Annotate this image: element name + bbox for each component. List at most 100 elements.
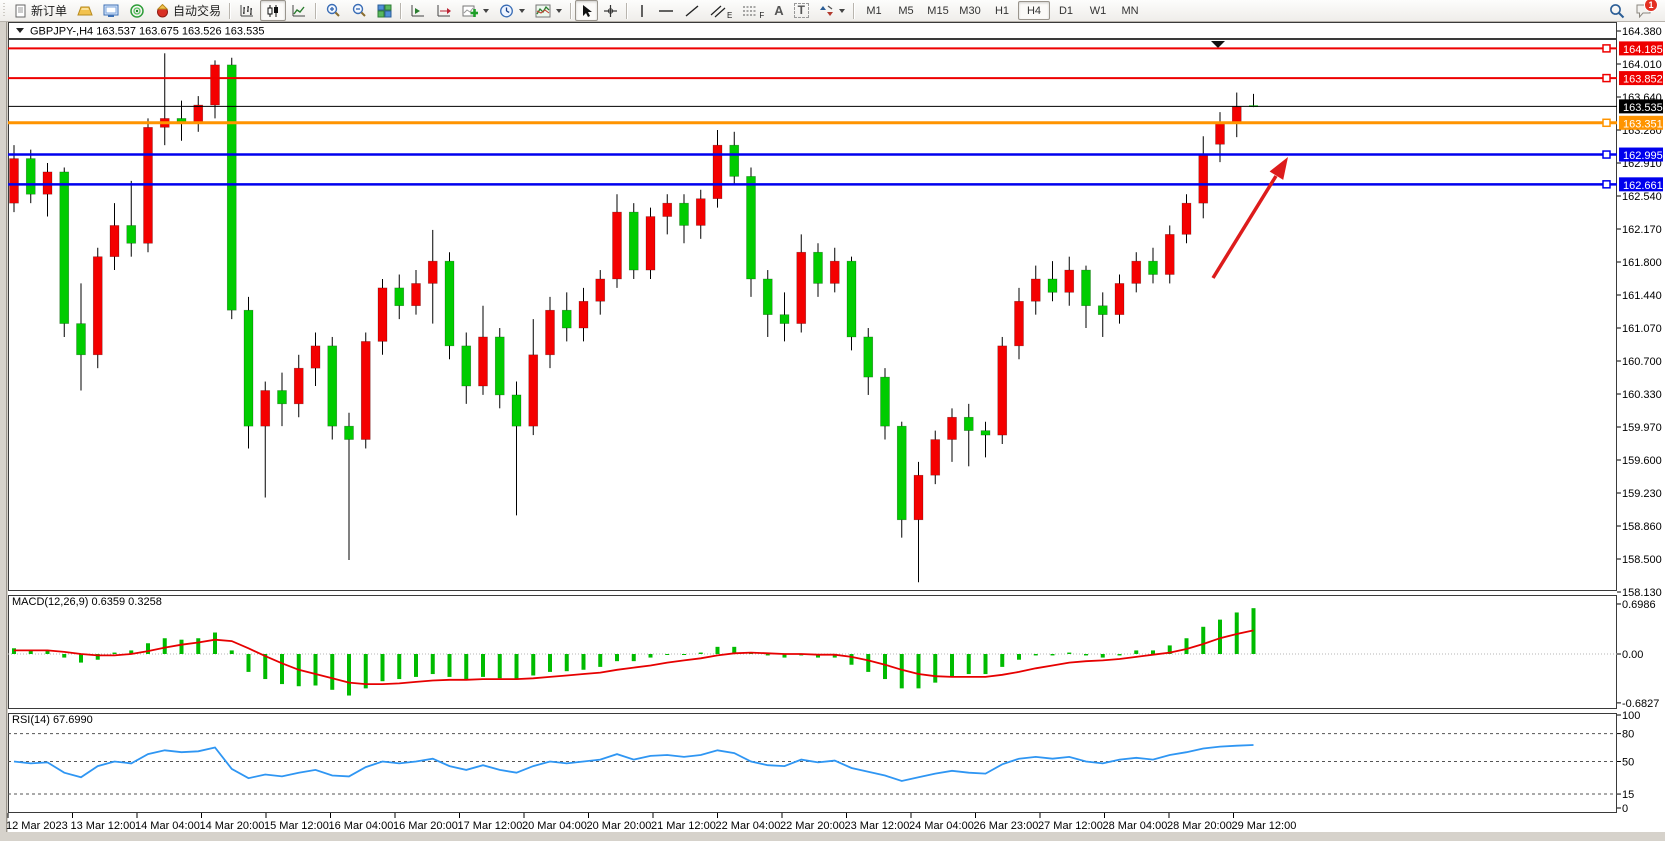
horizontal-line-icon (659, 9, 674, 12)
x-axis-date-label: 22 Mar 20:00 (780, 820, 845, 832)
x-axis-date-label: 14 Mar 04:00 (135, 820, 200, 832)
timeframe-m15-button[interactable]: M15 (922, 1, 954, 20)
equidistant-channel-tool-button[interactable]: E (705, 0, 737, 21)
fibonacci-tool-button[interactable]: F (737, 0, 769, 21)
vertical-line-tool-button[interactable] (631, 0, 653, 21)
rsi-scale-label: 0 (1622, 803, 1628, 815)
arrows-tool-button[interactable] (814, 0, 850, 21)
tile-windows-button[interactable] (372, 0, 397, 21)
signals-button[interactable] (124, 0, 150, 21)
y-axis-tick-label: 164.380 (1622, 26, 1662, 38)
timeframe-d1-button[interactable]: D1 (1050, 1, 1082, 20)
gold-button[interactable] (72, 0, 98, 21)
main-toolbar: 新订单 (0, 0, 1665, 22)
channel-icon (710, 5, 726, 17)
timeframe-m1-button[interactable]: M1 (858, 1, 890, 20)
zoom-in-button[interactable] (320, 0, 346, 21)
indicators-button[interactable] (457, 0, 494, 21)
toolbar-separator (400, 2, 403, 19)
x-axis-date-label: 12 Mar 2023 (6, 820, 68, 832)
trendline-tool-button[interactable] (679, 0, 705, 21)
timeframe-mn-button[interactable]: MN (1114, 1, 1146, 20)
price-line-badge (1619, 99, 1663, 114)
line-chart-icon (292, 4, 306, 16)
x-axis-date-label: 23 Mar 12:00 (845, 820, 910, 832)
templates-button[interactable] (530, 0, 567, 21)
notification-badge: 1 (1644, 0, 1658, 12)
timeframe-m5-button[interactable]: M5 (890, 1, 922, 20)
line-chart-mode-button[interactable] (286, 0, 312, 21)
indicators-icon (462, 5, 479, 17)
price-line-handle[interactable] (1602, 73, 1611, 83)
y-axis-tick-label: 158.130 (1622, 587, 1662, 599)
timeframe-label: M15 (927, 4, 949, 17)
toolbar-separator (315, 2, 318, 19)
trend-arrow-annotation[interactable] (1211, 157, 1288, 279)
periods-button[interactable] (494, 0, 530, 21)
zoom-out-button[interactable] (346, 0, 372, 21)
y-axis-tick-label: 164.010 (1622, 59, 1662, 71)
text-tool-button[interactable]: A (769, 0, 788, 21)
price-line-badge (1619, 177, 1663, 192)
macd-pane[interactable] (8, 595, 1617, 709)
market-watch-button[interactable] (98, 0, 124, 21)
timeframe-m30-button[interactable]: M30 (954, 1, 986, 20)
timeframe-label: D1 (1058, 4, 1074, 17)
channel-letter: E (727, 11, 733, 20)
x-axis-date-label: 17 Mar 12:00 (458, 820, 523, 832)
template-icon (535, 4, 551, 17)
x-axis-date-label: 15 Mar 12:00 (264, 820, 329, 832)
price-line-badge-label: 162.661 (1623, 180, 1663, 192)
bar-chart-mode-button[interactable] (234, 0, 260, 21)
x-axis-date-label: 14 Mar 20:00 (200, 820, 265, 832)
fibo-letter: F (759, 11, 765, 20)
timeframe-label: M1 (866, 4, 882, 17)
x-axis-date-label: 28 Mar 20:00 (1167, 820, 1232, 832)
collapse-triangle-icon[interactable] (16, 28, 24, 33)
rsi-pane[interactable] (8, 713, 1617, 813)
text-label-tool-button[interactable]: T (789, 0, 814, 21)
x-axis-date-label: 21 Mar 12:00 (651, 820, 716, 832)
price-line-handle[interactable] (1602, 118, 1611, 128)
timeframe-h1-button[interactable]: H1 (986, 1, 1018, 20)
cursor-tool-button[interactable] (575, 0, 599, 21)
new-order-button[interactable]: 新订单 (9, 0, 72, 21)
search-button[interactable] (1604, 0, 1630, 21)
toolbar-separator (853, 2, 855, 19)
horizontal-line-tool-button[interactable] (653, 0, 679, 21)
price-line-handle[interactable] (1602, 44, 1611, 53)
main-price-pane[interactable] (8, 39, 1617, 591)
candlestick-mode-button[interactable] (260, 0, 287, 21)
chart-caption-bar[interactable] (8, 22, 1617, 39)
price-line-handle[interactable] (1602, 150, 1611, 159)
auto-scroll-button[interactable] (431, 0, 457, 21)
zoom-out-icon (352, 3, 366, 17)
text-tool-icon: A (774, 3, 784, 18)
price-line-badge-label: 163.351 (1623, 118, 1663, 130)
macd-signal-line (14, 629, 1254, 685)
price-line-badge (1619, 71, 1663, 86)
timeframe-h4-button[interactable]: H4 (1018, 1, 1050, 20)
candles-group (9, 53, 1258, 583)
auto-trading-button[interactable]: 自动交易 (150, 0, 226, 21)
dropdown-caret (483, 8, 490, 13)
timeframe-label: H1 (994, 4, 1010, 17)
chart-shift-button[interactable] (405, 0, 431, 21)
notifications-button[interactable]: 1 (1630, 0, 1658, 21)
toolbar-grip[interactable] (2, 3, 7, 18)
x-axis-date-label: 24 Mar 04:00 (909, 820, 974, 832)
crosshair-tool-button[interactable] (598, 0, 623, 21)
vertical-line-icon (641, 4, 643, 17)
x-axis-date-label: 26 Mar 23:00 (974, 820, 1039, 832)
y-axis-tick-label: 159.230 (1622, 488, 1662, 500)
cursor-icon (583, 4, 593, 17)
dropdown-caret (839, 8, 845, 13)
rsi-line (13, 744, 1254, 782)
price-line-handle[interactable] (1602, 180, 1611, 189)
chart-shift-marker-icon[interactable] (1211, 41, 1225, 48)
x-axis-date-label: 20 Mar 20:00 (587, 820, 652, 832)
price-line-badge-label: 164.185 (1623, 44, 1663, 56)
auto-trading-icon (156, 3, 169, 17)
timeframe-w1-button[interactable]: W1 (1082, 1, 1114, 20)
